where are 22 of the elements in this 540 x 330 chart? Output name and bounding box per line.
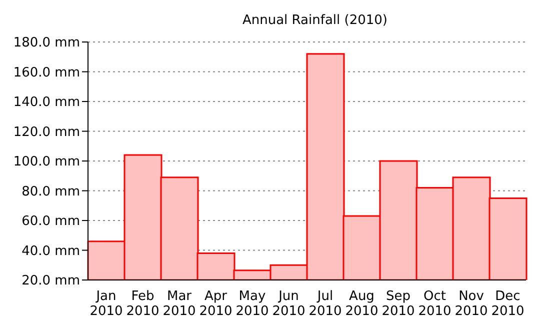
y-tick-label: 20.0 mm (22, 274, 80, 289)
x-tick-label: Sep 2010 (382, 289, 415, 319)
y-tick-label: 160.0 mm (13, 65, 80, 80)
y-tick-label: 120.0 mm (13, 124, 80, 140)
x-tick-label: Mar 2010 (162, 289, 196, 319)
x-tick-label: Oct 2010 (418, 289, 452, 319)
x-tick-label: May 2010 (236, 289, 269, 319)
x-tick-label: Feb 2010 (126, 289, 160, 319)
chart-title: Annual Rainfall (2010) (241, 12, 388, 30)
y-tick-label: 180.0 mm (13, 36, 80, 51)
x-tick-label: Jan 2010 (90, 289, 123, 319)
y-tick-label: 60.0 mm (22, 214, 80, 230)
y-tick-label: 40.0 mm (22, 244, 80, 259)
x-tick-label: Dec 2010 (491, 289, 524, 319)
y-tick-label: 80.0 mm (22, 184, 80, 200)
x-tick-label: Jul 2010 (308, 289, 342, 319)
x-tick-label: Nov 2010 (454, 289, 488, 319)
x-tick-label: Jun 2010 (272, 289, 306, 319)
x-tick-label: Apr 2010 (199, 289, 232, 319)
y-tick-label: 140.0 mm (13, 95, 80, 110)
x-tick-label: Aug 2010 (345, 289, 378, 319)
y-tick-label: 100.0 mm (13, 154, 80, 170)
